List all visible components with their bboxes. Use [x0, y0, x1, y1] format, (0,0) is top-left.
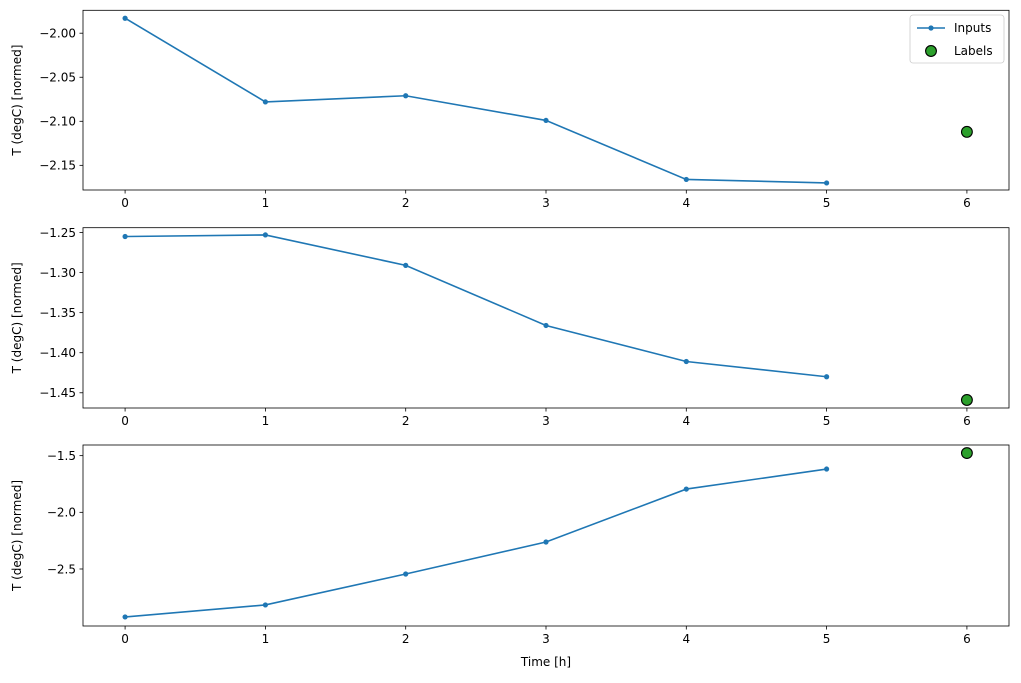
inputs-point — [824, 466, 830, 472]
x-tick-label: 0 — [121, 632, 129, 646]
y-axis-label: T (degC) [normed] — [10, 262, 24, 374]
inputs-point — [122, 614, 128, 620]
axes-frame — [82, 444, 1010, 627]
inputs-line — [125, 234, 827, 378]
x-tick-label: 3 — [542, 196, 550, 210]
inputs-point — [122, 15, 128, 21]
legend-labels-label: Labels — [954, 44, 993, 58]
y-tick-label: −2.15 — [39, 159, 76, 173]
x-tick-label: 2 — [402, 632, 410, 646]
y-tick-label: −2.10 — [39, 115, 76, 129]
inputs-line — [124, 17, 827, 184]
inputs-point — [824, 374, 830, 380]
subplot-1: 0 1 2 3 4 5 6 −2.00 −2.05 −2.10 −2.15 T (degC) [nor… — [10, 9, 1010, 210]
axes-frame — [82, 9, 1010, 191]
subplot-3: 0 1 2 3 4 5 6 −1.5 −2.0 −2.5 T (degC) [normed] Time… — [10, 444, 1010, 669]
subplot-2: 0 1 2 3 4 5 6 −1.25 −1.30 −1.35 −1.40 −1.45 T (degC)… — [10, 226, 1010, 428]
y-tick-label: −1.45 — [39, 386, 76, 400]
axes-frame — [82, 227, 1010, 409]
inputs-point — [403, 93, 409, 99]
inputs-point — [824, 180, 830, 186]
inputs-point — [683, 358, 689, 365]
y-tick-label: −1.30 — [39, 266, 76, 280]
y-tick-label: −1.40 — [39, 346, 76, 360]
labels-point — [960, 394, 973, 406]
x-tick-label: 1 — [262, 632, 270, 646]
inputs-point — [543, 117, 549, 124]
legend-inputs-label: Inputs — [954, 21, 991, 35]
legend: Inputs Labels — [909, 14, 1005, 64]
y-tick-label: −2.5 — [47, 562, 76, 576]
y-tick-label: −2.05 — [39, 71, 76, 85]
x-tick-label: 4 — [682, 196, 690, 210]
y-tick-label: −1.25 — [39, 226, 76, 240]
x-tick-label: 5 — [823, 632, 831, 646]
inputs-point — [262, 602, 268, 608]
inputs-point — [403, 262, 409, 268]
y-tick-label: −1.35 — [39, 306, 76, 320]
x-tick-label: 2 — [402, 196, 410, 210]
x-tick-label: 2 — [402, 414, 410, 428]
labels-point — [960, 447, 973, 459]
y-tick-label: −2.0 — [47, 506, 76, 520]
inputs-point — [122, 233, 128, 240]
y-axis-label: T (degC) [normed] — [10, 45, 24, 157]
x-tick-label: 6 — [963, 632, 971, 646]
x-tick-label: 4 — [682, 632, 690, 646]
inputs-point — [683, 486, 689, 492]
inputs-point — [262, 99, 268, 105]
x-tick-label: 4 — [682, 414, 690, 428]
x-tick-label: 3 — [542, 414, 550, 428]
x-tick-label: 1 — [262, 196, 270, 210]
legend-labels-marker — [925, 45, 937, 57]
inputs-point — [543, 322, 549, 329]
x-tick-label: 1 — [262, 414, 270, 428]
labels-point — [960, 125, 973, 138]
x-tick-label: 6 — [963, 414, 971, 428]
x-tick-label: 6 — [963, 196, 971, 210]
inputs-point — [262, 232, 268, 238]
x-tick-label: 3 — [542, 632, 550, 646]
inputs-point — [543, 539, 549, 545]
x-tick-label: 5 — [823, 414, 831, 428]
inputs-line — [125, 468, 827, 618]
y-tick-label: −1.5 — [47, 449, 76, 463]
x-tick-label: 0 — [121, 196, 129, 210]
x-tick-label: 0 — [121, 414, 129, 428]
y-tick-label: −2.00 — [39, 27, 76, 41]
legend-inputs-marker — [928, 25, 934, 31]
y-axis-label: T (degC) [normed] — [10, 480, 24, 592]
x-axis-label: Time [h] — [520, 655, 571, 669]
x-tick-label: 5 — [823, 196, 831, 210]
inputs-point — [683, 176, 689, 183]
inputs-point — [403, 571, 409, 577]
